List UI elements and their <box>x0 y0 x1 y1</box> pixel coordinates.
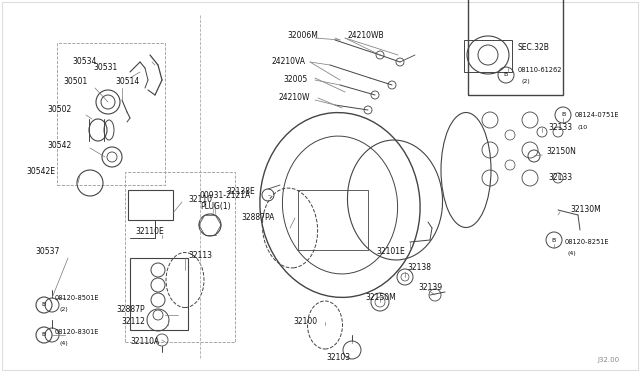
Text: (10: (10 <box>578 125 588 131</box>
Text: 30534: 30534 <box>72 58 97 67</box>
Text: 30537: 30537 <box>36 247 60 257</box>
Text: PLUG(1): PLUG(1) <box>200 202 230 212</box>
Text: 08120-8251E: 08120-8251E <box>565 239 609 245</box>
Text: 30502: 30502 <box>48 106 72 115</box>
Text: (2): (2) <box>522 80 531 84</box>
Text: 32101E: 32101E <box>376 247 405 257</box>
Text: 32110E: 32110E <box>135 228 164 237</box>
Text: 08120-8501E: 08120-8501E <box>55 295 99 301</box>
Text: 32133: 32133 <box>548 124 572 132</box>
Bar <box>125 172 235 342</box>
Text: 32100: 32100 <box>294 317 318 327</box>
Text: 32110A: 32110A <box>130 337 159 346</box>
Text: J32.00: J32.00 <box>598 357 620 363</box>
Bar <box>128 190 173 220</box>
Text: 08124-0751E: 08124-0751E <box>575 112 620 118</box>
Text: 24210WB: 24210WB <box>348 31 385 39</box>
Bar <box>298 190 368 250</box>
Text: (2): (2) <box>60 308 68 312</box>
Text: 32130M: 32130M <box>570 205 601 215</box>
Text: 24210W: 24210W <box>278 93 310 102</box>
Text: 32139: 32139 <box>418 283 442 292</box>
Text: 32110: 32110 <box>188 196 212 205</box>
Text: 30542: 30542 <box>48 141 72 150</box>
Text: 00931-2121A: 00931-2121A <box>200 190 252 199</box>
Text: 32887P: 32887P <box>116 305 145 314</box>
Text: B: B <box>561 112 565 118</box>
Text: (4): (4) <box>568 251 577 257</box>
Text: 32103: 32103 <box>326 353 350 362</box>
Bar <box>57 43 165 185</box>
Text: B: B <box>552 237 556 243</box>
Text: 32138E: 32138E <box>227 187 255 196</box>
Text: 32150N: 32150N <box>546 148 576 157</box>
Bar <box>464 40 512 72</box>
Text: 32887PA: 32887PA <box>242 214 275 222</box>
Text: B: B <box>42 302 46 308</box>
Text: 30542E: 30542E <box>26 167 55 176</box>
Text: SEC.32B: SEC.32B <box>518 44 550 52</box>
Text: 08120-8301E: 08120-8301E <box>55 329 99 335</box>
Text: 32138: 32138 <box>407 263 431 273</box>
Text: 30531: 30531 <box>93 64 118 73</box>
Text: 32150M: 32150M <box>365 294 396 302</box>
Bar <box>130 258 188 330</box>
Text: 24210VA: 24210VA <box>271 58 305 67</box>
Text: 32112: 32112 <box>121 317 145 327</box>
Text: B: B <box>42 333 46 337</box>
Text: 08110-61262: 08110-61262 <box>518 67 563 73</box>
Text: B: B <box>504 73 508 77</box>
Bar <box>468 0 563 95</box>
Text: 32133: 32133 <box>548 173 572 183</box>
Text: (4): (4) <box>60 341 68 346</box>
Text: 30514: 30514 <box>115 77 140 87</box>
Text: 30501: 30501 <box>64 77 88 87</box>
Text: 32005: 32005 <box>284 76 308 84</box>
Text: 32113: 32113 <box>188 250 212 260</box>
Text: 32006M: 32006M <box>287 31 318 39</box>
